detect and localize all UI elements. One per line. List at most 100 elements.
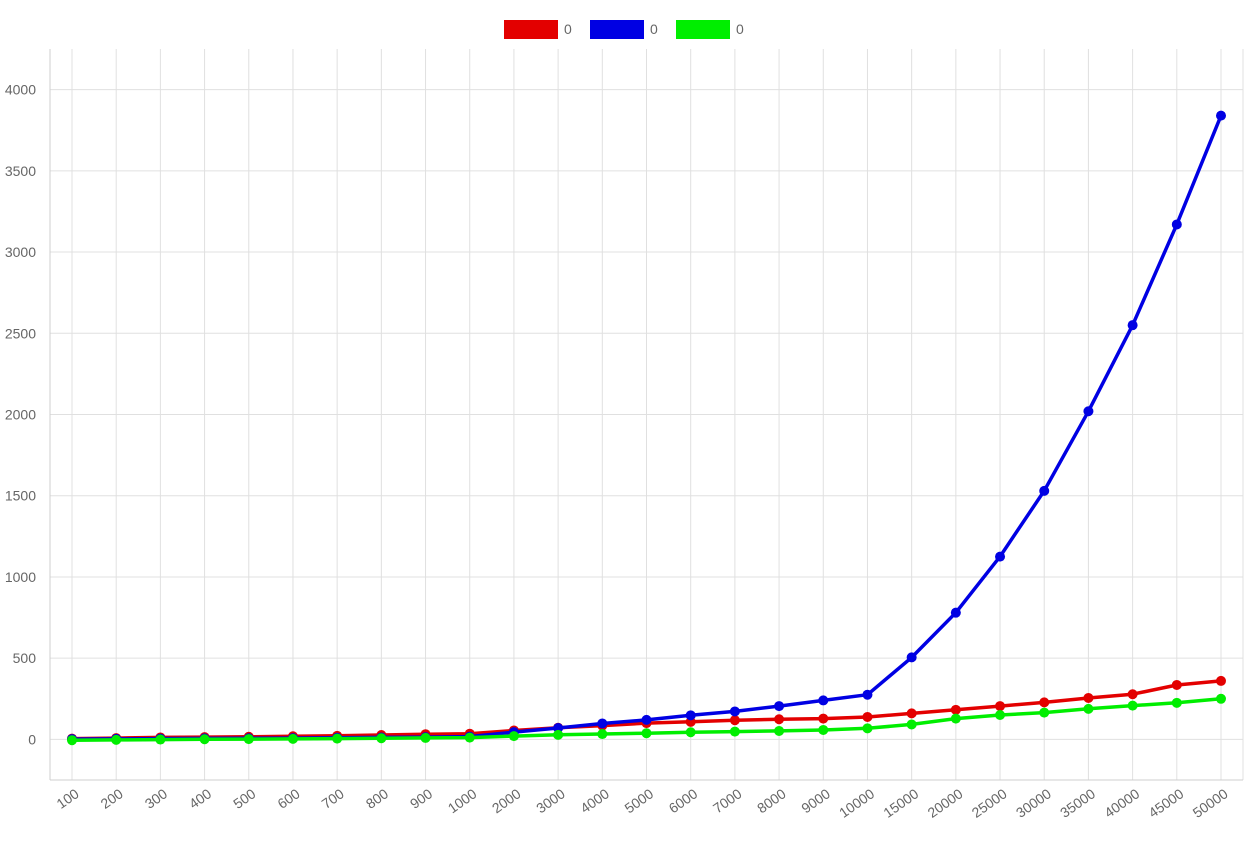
y-tick-label: 500 xyxy=(13,650,37,666)
x-tick-label: 100 xyxy=(53,785,81,812)
data-point[interactable] xyxy=(1171,219,1182,230)
data-point[interactable] xyxy=(774,701,785,712)
data-point[interactable] xyxy=(508,731,519,742)
series-group xyxy=(67,693,1226,746)
x-tick-label: 50000 xyxy=(1190,785,1231,821)
x-tick-label: 2000 xyxy=(489,785,524,816)
legend-item[interactable]: 0 xyxy=(590,20,658,39)
data-point[interactable] xyxy=(1216,693,1226,704)
data-point[interactable] xyxy=(906,719,917,730)
data-point[interactable] xyxy=(155,734,166,745)
data-point[interactable] xyxy=(950,704,961,715)
x-tick-label: 5000 xyxy=(622,785,657,816)
data-point[interactable] xyxy=(818,695,829,706)
x-tick-label: 8000 xyxy=(754,785,789,816)
axes: 0 500 1000 1500 2000 2500 3000 3500 4000 100 200 30… xyxy=(5,49,1243,821)
x-tick-label: 400 xyxy=(186,785,214,812)
x-tick-label: 7000 xyxy=(710,785,745,816)
data-point[interactable] xyxy=(641,714,652,725)
data-point[interactable] xyxy=(818,724,829,735)
y-tick-label: 2500 xyxy=(5,325,36,341)
x-tick-label: 10000 xyxy=(836,785,877,821)
y-tick-label: 3000 xyxy=(5,244,36,260)
x-tick-label: 600 xyxy=(274,785,302,812)
data-point[interactable] xyxy=(1127,320,1138,331)
data-point[interactable] xyxy=(1039,485,1050,496)
x-tick-label: 20000 xyxy=(924,785,965,821)
data-point[interactable] xyxy=(1039,707,1050,718)
data-point[interactable] xyxy=(685,710,696,721)
data-point[interactable] xyxy=(1216,110,1226,121)
y-tick-label: 0 xyxy=(28,731,36,747)
y-tick-label: 3500 xyxy=(5,163,36,179)
data-point[interactable] xyxy=(774,725,785,736)
x-tick-label: 40000 xyxy=(1101,785,1142,821)
data-point[interactable] xyxy=(1171,697,1182,708)
data-point[interactable] xyxy=(685,727,696,738)
legend-swatch xyxy=(676,20,730,39)
data-point[interactable] xyxy=(1171,679,1182,690)
grid xyxy=(49,49,1244,780)
data-point[interactable] xyxy=(774,714,785,725)
x-tick-label: 300 xyxy=(142,785,170,812)
data-point[interactable] xyxy=(420,732,431,743)
data-point[interactable] xyxy=(464,732,475,743)
x-tick-label: 1000 xyxy=(445,785,480,816)
x-tick-label: 45000 xyxy=(1145,785,1186,821)
data-point[interactable] xyxy=(376,733,387,744)
series-layer xyxy=(67,110,1226,746)
data-point[interactable] xyxy=(287,733,298,744)
x-tick-label: 4000 xyxy=(577,785,612,816)
x-tick-label: 6000 xyxy=(666,785,701,816)
data-point[interactable] xyxy=(1127,700,1138,711)
data-point[interactable] xyxy=(906,652,917,663)
data-point[interactable] xyxy=(862,689,873,700)
data-point[interactable] xyxy=(818,713,829,724)
data-point[interactable] xyxy=(906,708,917,719)
data-point[interactable] xyxy=(243,734,254,745)
data-point[interactable] xyxy=(729,715,740,726)
data-point[interactable] xyxy=(111,734,122,745)
x-tick-label: 3000 xyxy=(533,785,568,816)
data-point[interactable] xyxy=(729,726,740,737)
data-point[interactable] xyxy=(862,711,873,722)
data-point[interactable] xyxy=(332,733,343,744)
data-point[interactable] xyxy=(995,701,1006,712)
data-point[interactable] xyxy=(641,728,652,739)
data-point[interactable] xyxy=(1083,406,1094,417)
data-point[interactable] xyxy=(950,713,961,724)
data-point[interactable] xyxy=(950,607,961,618)
x-tick-label: 200 xyxy=(98,785,126,812)
data-point[interactable] xyxy=(597,718,608,729)
x-tick-label: 900 xyxy=(407,785,435,812)
data-point[interactable] xyxy=(1216,675,1226,686)
x-tick-label: 30000 xyxy=(1013,785,1054,821)
data-point[interactable] xyxy=(553,729,564,740)
data-point[interactable] xyxy=(1127,689,1138,700)
data-point[interactable] xyxy=(862,723,873,734)
data-point[interactable] xyxy=(1039,697,1050,708)
data-point[interactable] xyxy=(199,734,210,745)
x-tick-label: 800 xyxy=(363,785,391,812)
y-tick-label: 2000 xyxy=(5,407,36,423)
data-point[interactable] xyxy=(1083,692,1094,703)
data-point[interactable] xyxy=(67,735,77,746)
legend-item[interactable]: 0 xyxy=(676,20,744,39)
data-point[interactable] xyxy=(995,551,1006,562)
y-tick-label: 1500 xyxy=(5,488,36,504)
data-point[interactable] xyxy=(597,729,608,740)
legend-label: 0 xyxy=(736,21,744,37)
data-point[interactable] xyxy=(729,706,740,717)
legend-item[interactable]: 0 xyxy=(504,20,572,39)
x-tick-label: 35000 xyxy=(1057,785,1098,821)
data-point[interactable] xyxy=(1083,703,1094,714)
x-tick-label: 25000 xyxy=(969,785,1010,821)
legend: 0 0 0 xyxy=(504,20,744,39)
data-point[interactable] xyxy=(995,710,1006,721)
x-tick-label: 700 xyxy=(319,785,347,812)
legend-swatch xyxy=(590,20,644,39)
x-tick-label: 9000 xyxy=(798,785,833,816)
legend-swatch xyxy=(504,20,558,39)
